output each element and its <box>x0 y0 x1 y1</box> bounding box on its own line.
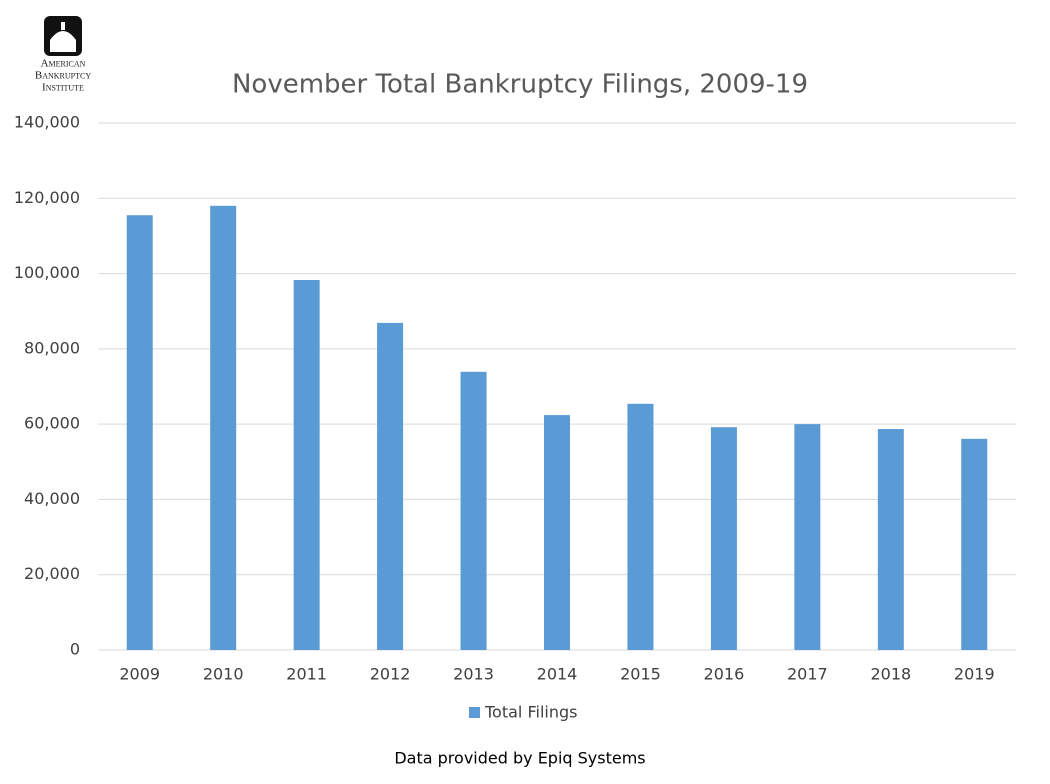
bar <box>961 438 988 650</box>
source-note: Data provided by Epiq Systems <box>394 749 645 768</box>
logo-text: Institute <box>42 82 84 94</box>
bar <box>710 427 737 650</box>
x-tick-label: 2011 <box>286 665 327 684</box>
x-tick-label: 2017 <box>787 665 828 684</box>
x-tick-label: 2012 <box>370 665 411 684</box>
logo-cupola <box>61 22 65 30</box>
x-tick-label: 2016 <box>704 665 745 684</box>
x-tick-label: 2018 <box>870 665 911 684</box>
bar <box>210 205 237 651</box>
bar <box>126 215 153 650</box>
logo-dome <box>50 31 76 52</box>
logo-text: American <box>41 58 86 70</box>
x-tick-label: 2014 <box>537 665 578 684</box>
y-tick-label: 40,000 <box>24 489 80 508</box>
bar <box>544 415 570 650</box>
y-tick-label: 120,000 <box>14 188 80 207</box>
bar <box>794 424 821 650</box>
x-tick-label: 2015 <box>620 665 661 684</box>
legend-label: Total Filings <box>484 703 577 722</box>
bar <box>293 279 320 650</box>
chart-title: November Total Bankruptcy Filings, 2009-… <box>232 70 808 100</box>
logo-text: Bankruptcy <box>35 70 91 82</box>
y-tick-label: 140,000 <box>14 113 80 132</box>
bar <box>377 322 404 650</box>
bar <box>460 371 487 650</box>
y-tick-label: 100,000 <box>14 263 80 282</box>
bar <box>877 429 904 650</box>
x-tick-label: 2010 <box>203 665 244 684</box>
y-tick-label: 20,000 <box>24 564 80 583</box>
y-tick-label: 60,000 <box>24 414 80 433</box>
x-tick-label: 2019 <box>954 665 995 684</box>
bar <box>627 403 654 650</box>
x-tick-label: 2013 <box>453 665 494 684</box>
legend-swatch <box>469 707 480 718</box>
y-tick-label: 0 <box>70 640 80 659</box>
y-tick-label: 80,000 <box>24 338 80 357</box>
logo: American Bankruptcy Institute <box>35 16 91 94</box>
x-tick-label: 2009 <box>119 665 160 684</box>
